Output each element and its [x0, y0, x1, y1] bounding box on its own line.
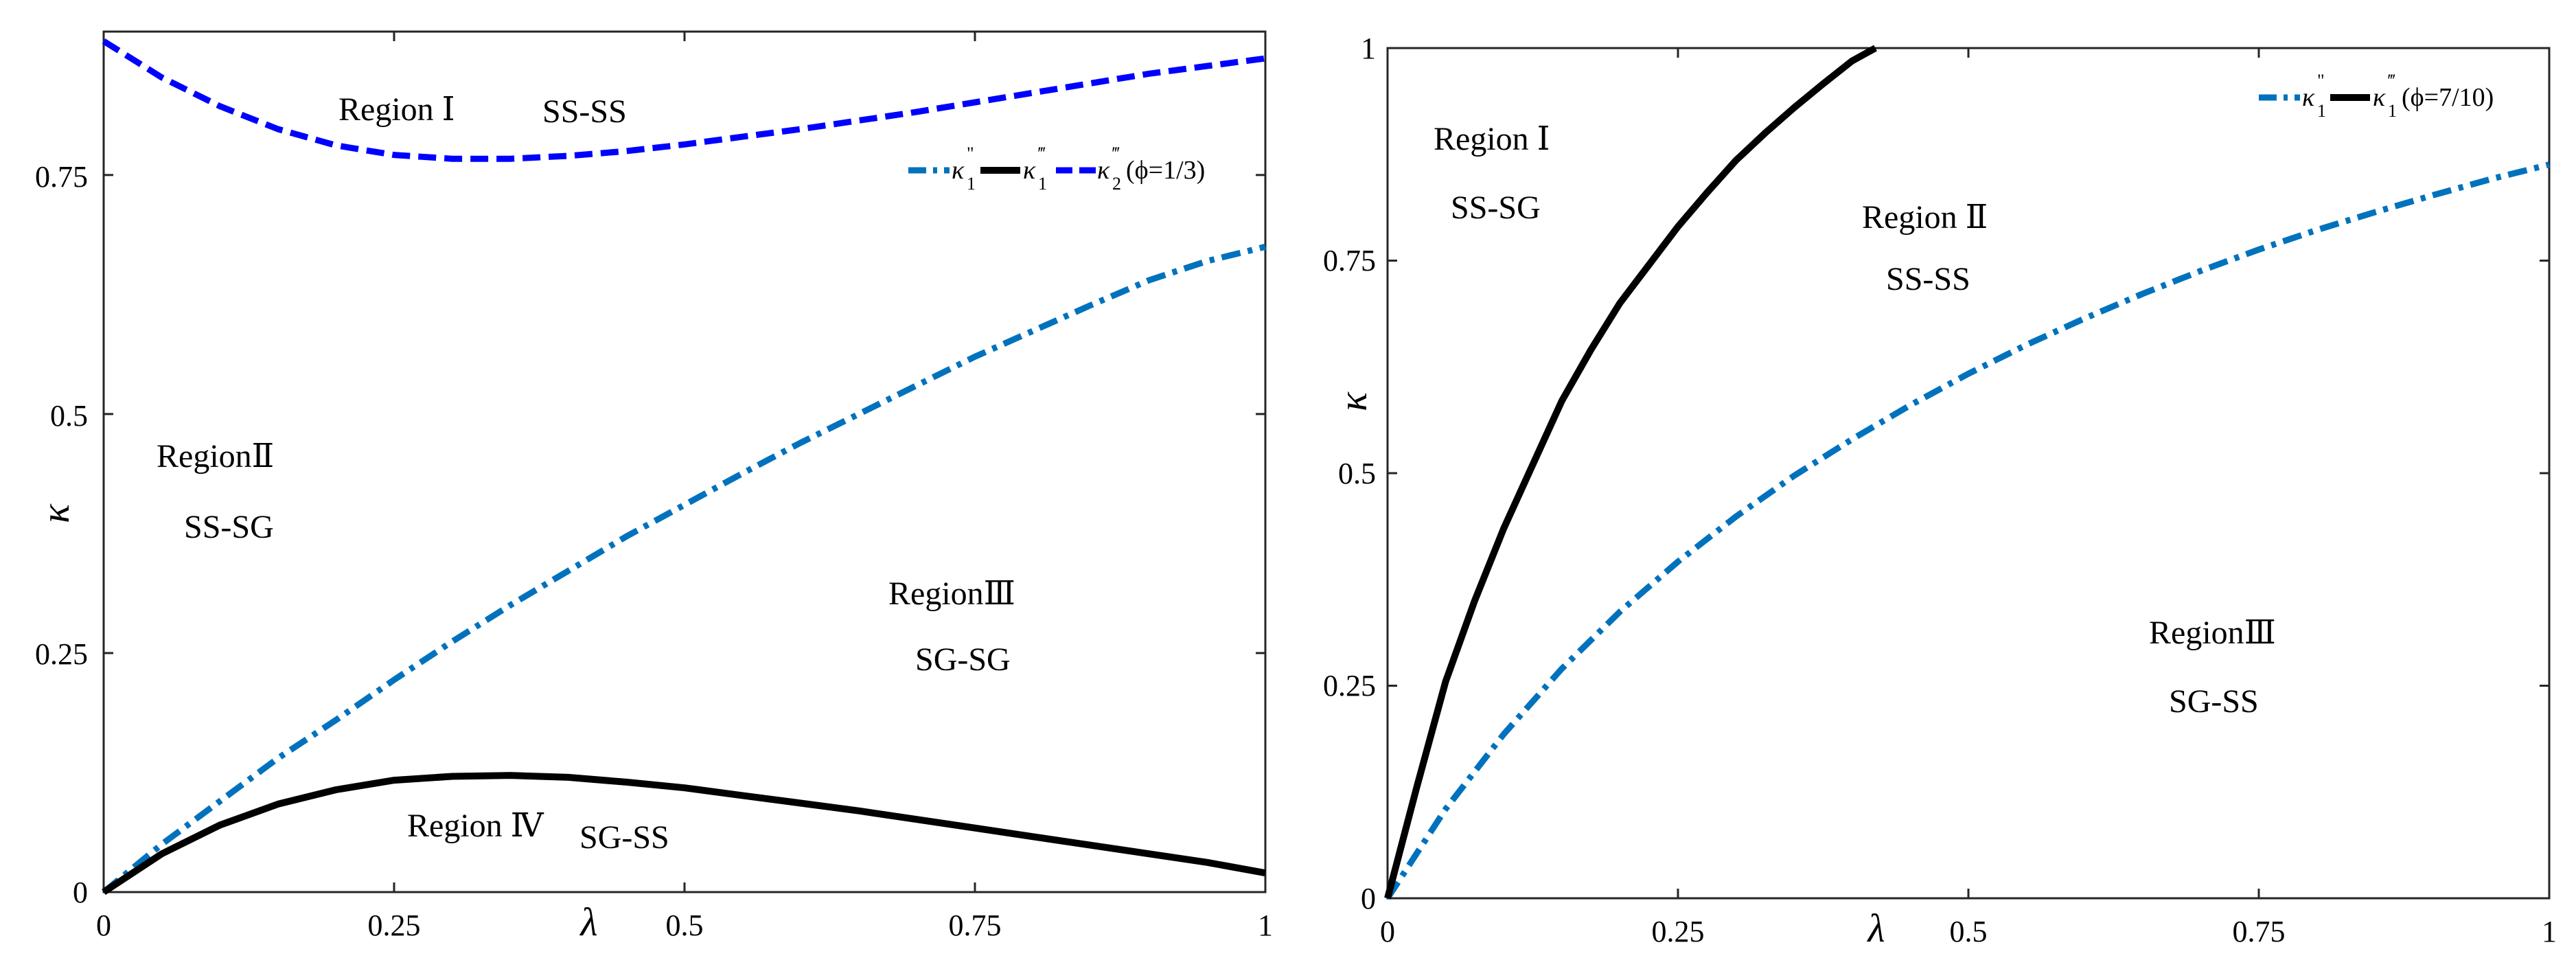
- right-y-tick-1: 0.25: [1323, 669, 1376, 703]
- left-region-3-type: SG-SG: [915, 641, 1011, 678]
- left-legend-k1ppp-sub: 1: [1038, 174, 1047, 194]
- left-legend-k2ppp-symbol: κ: [1097, 156, 1110, 185]
- left-legend-k1ppp-symbol: κ: [1023, 156, 1036, 185]
- right-chart: 0 0.25 0.5 0.75 1 0 0.25 0.5 0.75 1 λ κ …: [1323, 32, 2557, 950]
- left-y-tick-0: 0: [73, 876, 88, 909]
- left-legend-k2ppp-sub: 2: [1112, 174, 1121, 194]
- right-tick-marks: [1386, 47, 2551, 900]
- right-region-1-label: Region Ⅰ: [1434, 121, 1550, 157]
- right-legend-k1pp-symbol: κ: [2302, 83, 2315, 112]
- left-legend-k1pp-sup: ": [967, 144, 974, 163]
- right-legend-k1pp-sup: ": [2317, 71, 2325, 91]
- left-plot-area: [102, 30, 1267, 893]
- left-region-1-type: SS-SS: [542, 93, 627, 130]
- left-region-4-type: SG-SS: [579, 819, 669, 856]
- right-legend-k1ppp-symbol: κ: [2373, 83, 2386, 112]
- left-y-tick-2: 0.5: [50, 399, 88, 433]
- right-y-tick-4: 1: [1361, 32, 1376, 65]
- right-x-tick-3: 0.75: [2233, 915, 2286, 948]
- left-x-tick-1: 0.25: [368, 909, 421, 942]
- right-x-axis-label: λ: [1866, 906, 1885, 950]
- right-series-kappa1-double-prime: [1385, 161, 2551, 900]
- left-region-3-label: RegionⅢ: [888, 575, 1015, 612]
- right-y-tick-2: 0.5: [1338, 457, 1376, 490]
- right-series: [1384, 45, 2551, 900]
- left-x-axis-label: λ: [579, 900, 597, 944]
- left-legend-k2ppp-sup: ‴: [1112, 144, 1120, 163]
- left-region-4-label: Region Ⅳ: [407, 808, 544, 844]
- right-x-tick-0: 0: [1380, 915, 1395, 948]
- left-series-kappa1-triple-prime: [102, 772, 1266, 896]
- left-y-tick-3: 0.75: [35, 160, 88, 194]
- left-x-tick-2: 0.5: [666, 909, 704, 942]
- right-legend-k1pp-sub: 1: [2317, 101, 2326, 121]
- right-region-2-label: Region Ⅱ: [1862, 199, 1988, 236]
- right-y-tick-3: 0.75: [1323, 244, 1376, 277]
- left-region-1-label: Region Ⅰ: [338, 91, 455, 128]
- left-series-kappa2-triple-prime: [102, 38, 1266, 162]
- left-legend-k1pp-symbol: κ: [952, 156, 965, 185]
- right-series-kappa1-triple-prime: [1384, 45, 1878, 900]
- right-region-3-label: RegionⅢ: [2149, 615, 2276, 651]
- left-chart: 0 0.25 0.5 0.75 1 0 0.25 0.5 0.75 λ κ Re…: [33, 30, 1273, 944]
- right-region-3-type: SG-SS: [2169, 683, 2259, 720]
- left-x-tick-0: 0: [96, 909, 111, 942]
- left-legend-k1ppp-sup: ‴: [1038, 144, 1046, 163]
- right-legend-k1ppp-sup: ‴: [2388, 71, 2395, 91]
- right-x-tick-2: 0.5: [1950, 915, 1988, 948]
- left-x-tick-4: 1: [1258, 909, 1273, 942]
- right-y-tick-0: 0: [1361, 882, 1376, 915]
- left-region-2-label: RegionⅡ: [157, 438, 274, 475]
- left-legend: κ " 1 κ ‴ 1 κ ‴ 2 (ϕ=1/3): [908, 144, 1205, 194]
- left-series: [102, 38, 1267, 896]
- right-x-tick-4: 1: [2542, 915, 2557, 948]
- right-region-2-type: SS-SS: [1886, 261, 1970, 297]
- left-y-axis-label: κ: [33, 503, 78, 523]
- left-series-kappa1-double-prime: [102, 243, 1267, 895]
- left-y-tick-1: 0.25: [35, 637, 88, 671]
- right-y-axis-label: κ: [1331, 391, 1375, 411]
- right-x-tick-1: 0.25: [1652, 915, 1705, 948]
- left-legend-phi: (ϕ=1/3): [1126, 156, 1205, 185]
- left-legend-k1pp-sub: 1: [967, 174, 976, 194]
- right-plot-area: [1386, 47, 2551, 900]
- right-legend-phi: (ϕ=7/10): [2402, 83, 2494, 112]
- right-legend-k1ppp-sub: 1: [2388, 101, 2397, 121]
- left-region-2-type: SS-SG: [184, 509, 274, 545]
- right-legend: κ " 1 κ ‴ 1 (ϕ=7/10): [2259, 71, 2494, 121]
- right-region-1-type: SS-SG: [1451, 190, 1541, 226]
- left-x-tick-3: 0.75: [949, 909, 1002, 942]
